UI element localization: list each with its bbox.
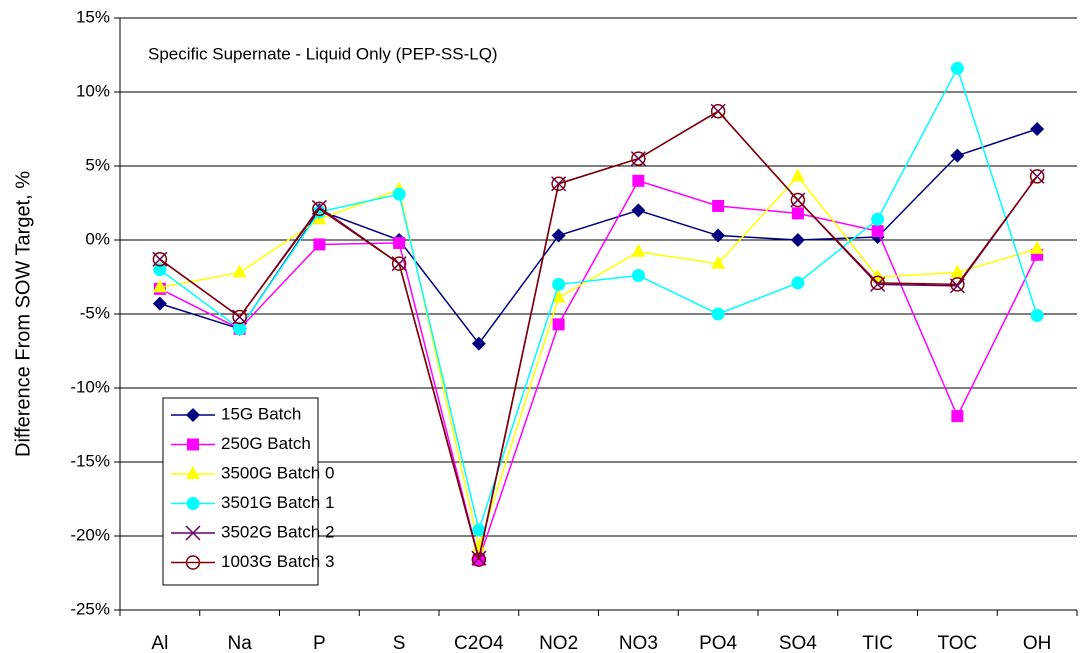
x-tick-label: OH [1023,633,1052,653]
marker [712,199,725,212]
marker [870,275,885,291]
marker [186,497,200,510]
marker [951,410,964,423]
x-tick-label: NO3 [619,633,658,653]
marker [1031,248,1044,261]
marker [153,263,167,277]
legend: 15G Batch 250G Batch 3500G Batch 0 3501G Ba… [162,397,334,586]
marker [949,278,965,294]
marker [791,276,805,290]
marker [950,61,964,75]
marker [631,243,646,257]
marker [1030,240,1045,254]
y-tick-label: 10% [76,81,110,100]
marker [233,322,247,336]
marker [471,552,487,567]
marker [790,168,805,182]
marker [711,255,726,269]
marker [711,228,726,243]
marker [791,207,804,220]
marker [870,276,886,292]
x-tick-label: TOC [937,633,977,653]
marker [152,251,168,267]
marker [187,438,199,451]
series-line [159,110,1038,560]
marker [152,279,167,293]
marker [152,296,167,311]
marker [393,236,406,249]
x-tick-label: C2O4 [454,633,504,653]
x-tick-label: Na [227,633,252,653]
marker [711,307,725,321]
marker [631,203,646,218]
annotation: Specific Supernate - Liquid Only (PEP-SS… [148,44,498,63]
legend-label: 250G Batch [221,434,311,453]
marker [631,151,646,166]
legend-box [162,397,319,586]
x-tick-label: TIC [862,633,893,653]
marker [1030,122,1045,136]
marker [950,264,965,278]
legend-label: 3502G Batch 2 [221,522,334,541]
marker [551,228,566,243]
marker [871,225,884,238]
marker [552,277,566,291]
x-tick-label: SO4 [779,633,817,653]
legend-label: 15G Batch [221,404,301,423]
marker [185,525,201,541]
legend-label: 3501G Batch 1 [221,493,334,512]
series-line [159,128,1038,345]
x-tick-label: NO2 [539,633,578,653]
marker [1029,169,1045,184]
marker [950,277,965,292]
legend-label: 1003G Batch 3 [221,552,334,571]
y-axis-label: Difference From SOW Target, % [12,171,34,457]
legend-label: 3500G Batch 0 [221,463,334,482]
x-tick-label: S [393,633,406,653]
y-tick-label: -10% [70,377,110,396]
marker [472,523,486,537]
marker [632,174,645,187]
marker [471,336,486,351]
x-tick-label: PO4 [699,633,737,653]
y-tick-label: 0% [85,229,110,248]
marker [232,309,247,325]
series-line [159,179,1038,563]
x-tick-label: Al [151,633,168,653]
marker [631,269,645,283]
marker [313,238,326,251]
marker [790,192,806,208]
y-tick-label: 5% [85,155,110,174]
y-tick-label: -15% [70,451,110,470]
y-tick-label: -5% [80,303,110,322]
marker [232,264,247,278]
marker [950,148,965,163]
marker [551,289,566,303]
marker [186,466,200,479]
marker [551,176,566,192]
marker [185,555,201,570]
y-tick-label: -25% [70,599,110,618]
marker [391,256,407,271]
marker [710,103,726,119]
y-tick-label: 15% [76,7,110,26]
marker [186,408,200,422]
y-tick-label: -20% [70,525,110,544]
marker [552,318,565,331]
marker [312,201,327,217]
marker [392,187,406,201]
marker [1030,308,1044,322]
x-tick-label: P [313,633,326,653]
marker [790,233,805,247]
marker [871,212,885,226]
series-line [159,66,1038,533]
